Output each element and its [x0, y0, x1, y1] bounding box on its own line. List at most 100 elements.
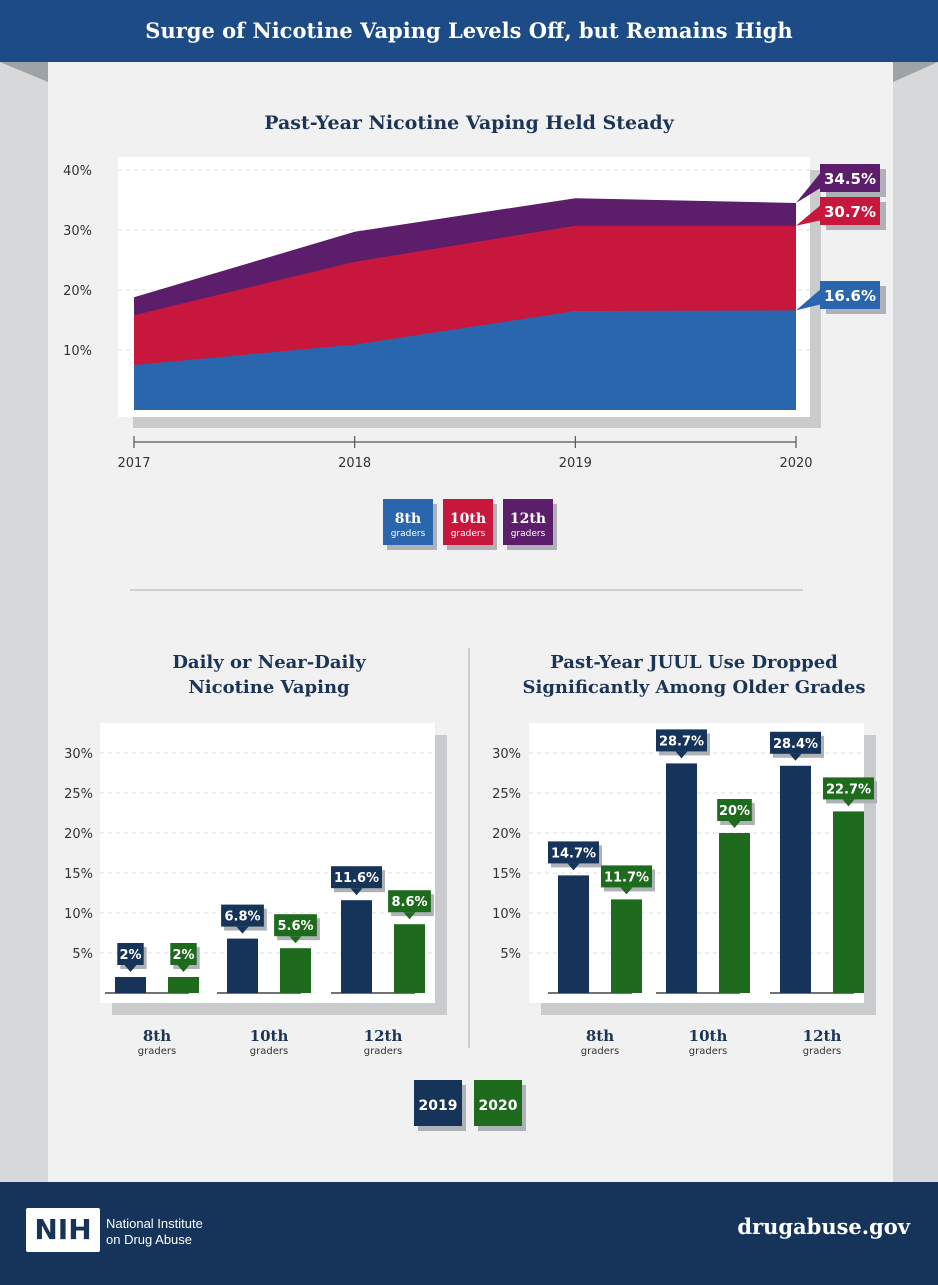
legend-sub: graders: [451, 529, 486, 539]
bar-y-tick-label: 30%: [492, 747, 521, 762]
bar-value-label: 2%: [119, 948, 141, 963]
bar-label-pointer: [177, 965, 190, 972]
bar-y-tick-label: 20%: [492, 827, 521, 842]
bar-y-tick-label: 5%: [72, 947, 93, 962]
end-label-pointer: [796, 171, 822, 203]
bar-chart-title: Nicotine Vaping: [188, 677, 350, 698]
bar-2020-10th: [280, 948, 311, 993]
bar-legend-2019: [414, 1080, 462, 1126]
area-y-tick-label: 30%: [63, 224, 92, 239]
area-y-tick-label: 20%: [63, 284, 92, 299]
page-title: Surge of Nicotine Vaping Levels Off, but…: [0, 0, 938, 62]
bar-value-label: 22.7%: [826, 782, 871, 797]
nih-logo: NIH: [26, 1208, 100, 1252]
bar-2020-8th: [168, 977, 199, 993]
bar-legend-label: 2019: [419, 1098, 458, 1114]
bar-label-box: [117, 943, 144, 965]
end-label-text: 30.7%: [824, 203, 876, 221]
bar-label-pointer: [842, 799, 855, 807]
bar-y-tick-label: 30%: [64, 747, 93, 762]
nih-org-line1: National Institute: [106, 1216, 203, 1231]
legend-item-8th: [383, 499, 433, 545]
end-label-text: 16.6%: [824, 287, 876, 305]
bar-2019-12th: [780, 765, 811, 993]
ribbon-fold-left: [0, 62, 48, 82]
ribbon-fold-right: [893, 62, 938, 82]
bar-label-pointer: [728, 821, 741, 828]
bar-value-label: 6.8%: [224, 910, 260, 925]
nih-org-name: National Institute on Drug Abuse: [106, 1216, 203, 1248]
bar-panel: [100, 723, 435, 1003]
bar-label-pointer: [620, 887, 633, 895]
bar-value-label: 2%: [172, 948, 194, 963]
bar-category-sub: graders: [803, 1046, 841, 1057]
legend-sub: graders: [391, 529, 426, 539]
bar-category-sub: graders: [364, 1046, 402, 1057]
end-label-box: [820, 281, 880, 309]
footer-bar: [0, 1182, 938, 1285]
legend-label: 10th: [450, 511, 486, 527]
legend-label: 12th: [510, 511, 546, 527]
area-chart-title: Past-Year Nicotine Vaping Held Steady: [264, 112, 674, 134]
end-label-pointer: [796, 288, 822, 311]
bar-label-pointer: [350, 888, 363, 896]
bar-category-sub: graders: [138, 1046, 176, 1057]
bar-value-label: 14.7%: [551, 846, 596, 861]
bar-2019-10th: [666, 763, 697, 993]
bar-category-label: 10th: [689, 1027, 728, 1045]
bar-2019-10th: [227, 938, 258, 993]
bar-y-tick-label: 15%: [492, 867, 521, 882]
area-y-tick-label: 10%: [63, 344, 92, 359]
bar-label-box: [656, 729, 707, 752]
bar-category-label: 8th: [586, 1027, 614, 1045]
bar-2019-12th: [341, 900, 372, 993]
bar-2019-8th: [115, 977, 146, 993]
bar-value-label: 8.6%: [391, 895, 427, 910]
legend-item-10th: [443, 499, 493, 545]
bar-label-box: [770, 731, 821, 754]
legend-sub: graders: [511, 529, 546, 539]
bar-2019-8th: [558, 875, 589, 993]
end-label-box: [820, 164, 880, 192]
bar-label-box: [548, 841, 599, 864]
bar-category-sub: graders: [581, 1046, 619, 1057]
bar-y-tick-label: 10%: [492, 907, 521, 922]
bar-label-box: [388, 890, 431, 913]
end-label-pointer: [796, 204, 822, 226]
bar-2020-8th: [611, 899, 642, 993]
bar-category-label: 8th: [143, 1027, 171, 1045]
area-series-8th: [134, 310, 796, 410]
bar-category-sub: graders: [250, 1046, 288, 1057]
bar-2020-12th: [833, 811, 864, 993]
bar-legend-2020: [474, 1080, 522, 1126]
bar-chart-title: Daily or Near-Daily: [172, 652, 366, 673]
bar-label-box: [274, 914, 317, 937]
bar-label-pointer: [289, 936, 302, 944]
bar-value-label: 28.7%: [659, 734, 704, 749]
bar-value-label: 5.6%: [277, 919, 313, 934]
end-label-box: [820, 197, 880, 225]
bar-label-pointer: [403, 912, 416, 920]
bar-label-box: [601, 865, 652, 888]
bar-category-label: 10th: [250, 1027, 289, 1045]
bar-label-box: [221, 904, 264, 927]
bar-y-tick-label: 25%: [492, 787, 521, 802]
bar-label-box: [331, 866, 382, 889]
nih-org-line2: on Drug Abuse: [106, 1232, 193, 1247]
bar-category-label: 12th: [803, 1027, 842, 1045]
area-x-tick-label: 2019: [559, 456, 592, 471]
end-label-text: 34.5%: [824, 170, 876, 188]
legend-item-12th: [503, 499, 553, 545]
bar-label-pointer: [124, 965, 137, 972]
bar-2020-12th: [394, 924, 425, 993]
bar-chart-title: Significantly Among Older Grades: [523, 677, 866, 698]
area-y-tick-label: 40%: [63, 164, 92, 179]
area-x-tick-label: 2017: [117, 456, 150, 471]
bar-label-pointer: [789, 753, 802, 761]
bar-2020-10th: [719, 833, 750, 993]
bar-y-tick-label: 15%: [64, 867, 93, 882]
bar-label-pointer: [567, 863, 580, 871]
bar-label-box: [823, 777, 874, 800]
bar-chart-title: Past-Year JUUL Use Dropped: [550, 652, 838, 673]
